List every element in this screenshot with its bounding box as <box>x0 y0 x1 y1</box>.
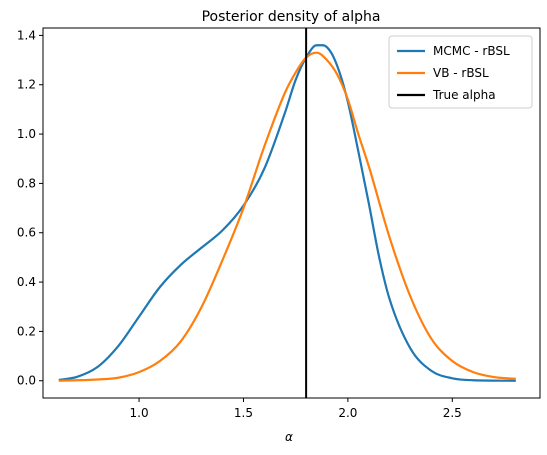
x-tick-label: 2.0 <box>338 406 357 420</box>
y-tick-label: 0.0 <box>17 374 36 388</box>
y-tick-label: 0.4 <box>17 275 36 289</box>
x-axis: 1.0 1.5 2.0 2.5 <box>130 398 462 420</box>
y-tick-label: 1.4 <box>17 28 36 42</box>
mcmc-rbsl-line <box>58 44 517 382</box>
legend-label-vb-rbsl: VB - rBSL <box>433 66 489 80</box>
legend-box <box>388 35 533 109</box>
vb-rbsl-line <box>58 51 517 382</box>
y-axis: 0.0 0.2 0.4 0.6 0.8 1.0 1.2 1.4 <box>17 28 43 388</box>
x-tick-label: 1.5 <box>234 406 253 420</box>
x-axis-label: α <box>285 430 293 444</box>
y-tick-label: 0.6 <box>17 226 36 240</box>
y-tick-label: 1.0 <box>17 127 36 141</box>
x-tick-label: 2.5 <box>443 406 462 420</box>
chart-title: Posterior density of alpha <box>202 9 381 25</box>
y-tick-label: 0.8 <box>17 176 36 190</box>
legend-label-true-alpha: True alpha <box>432 88 496 102</box>
plot-frame <box>42 27 541 399</box>
y-tick-label: 1.2 <box>17 78 36 92</box>
legend-label-mcmc-rbsl: MCMC - rBSL <box>433 44 510 58</box>
y-tick-label: 0.2 <box>17 324 36 338</box>
legend: MCMC - rBSL VB - rBSL True alpha <box>388 35 533 109</box>
x-tick-label: 1.0 <box>130 406 149 420</box>
